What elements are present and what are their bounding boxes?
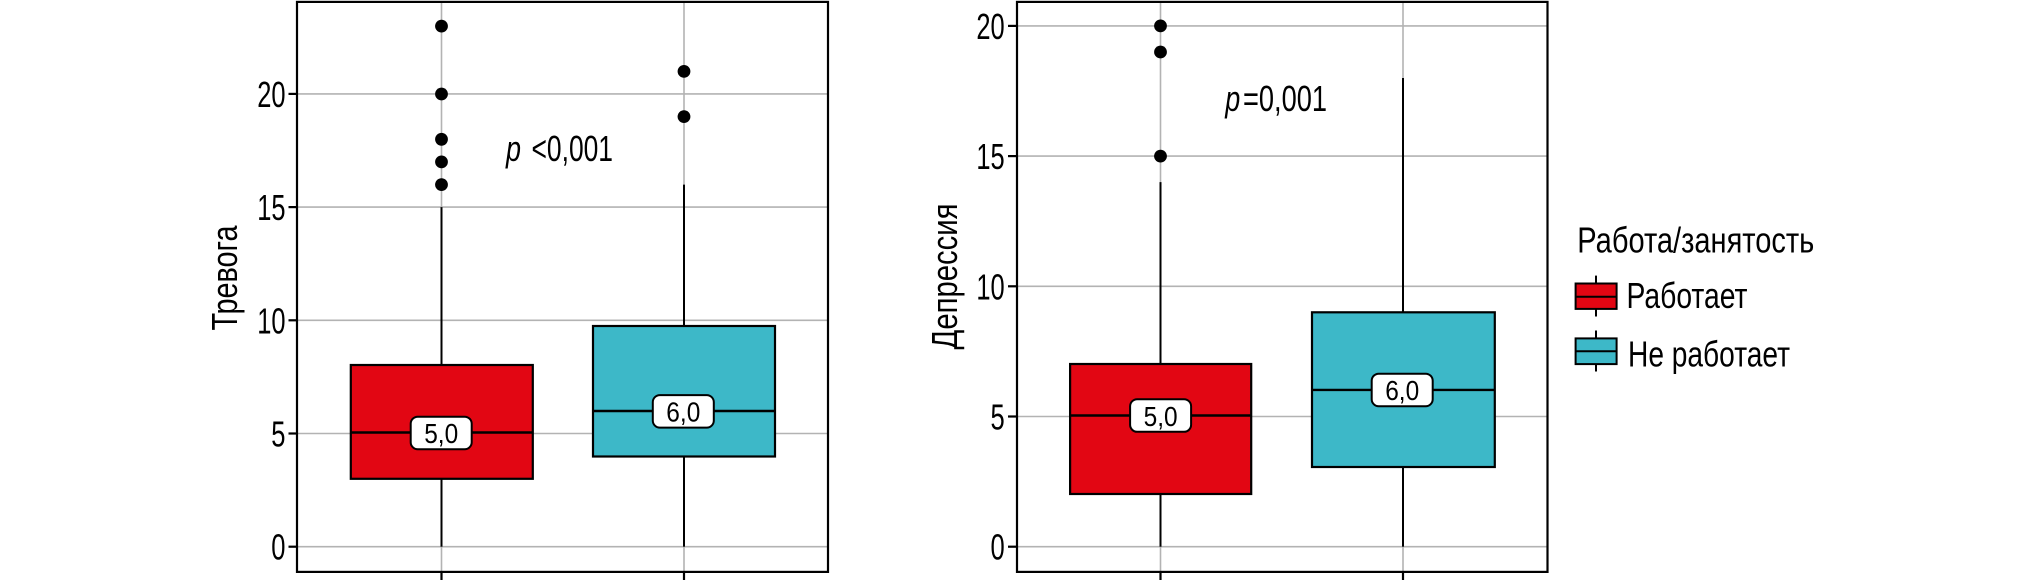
svg-text:15: 15 [257, 187, 285, 228]
svg-text:15: 15 [976, 136, 1004, 177]
svg-text:5,0: 5,0 [1144, 401, 1178, 432]
svg-text:Тревога: Тревога [204, 225, 245, 331]
svg-text:0: 0 [271, 527, 285, 568]
svg-text:20: 20 [257, 74, 285, 115]
svg-text:Работа/занятость: Работа/занятость [1577, 219, 1814, 260]
svg-text:5: 5 [991, 397, 1005, 438]
svg-text:<0,001: <0,001 [532, 128, 614, 169]
svg-text:5: 5 [271, 414, 285, 455]
svg-text:10: 10 [976, 266, 1004, 307]
svg-text:Депрессия: Депрессия [924, 204, 965, 350]
svg-text:Не работает: Не работает [1628, 333, 1790, 374]
svg-text:=0,001: =0,001 [1243, 78, 1327, 119]
svg-text:p: p [1225, 78, 1241, 119]
svg-text:10: 10 [257, 300, 285, 341]
svg-text:20: 20 [976, 6, 1004, 47]
svg-text:p: p [505, 128, 521, 169]
svg-text:6,0: 6,0 [1385, 375, 1419, 406]
svg-text:5,0: 5,0 [424, 418, 458, 449]
svg-text:Работает: Работает [1627, 275, 1748, 316]
svg-text:0: 0 [991, 527, 1005, 568]
svg-text:6,0: 6,0 [666, 397, 700, 428]
